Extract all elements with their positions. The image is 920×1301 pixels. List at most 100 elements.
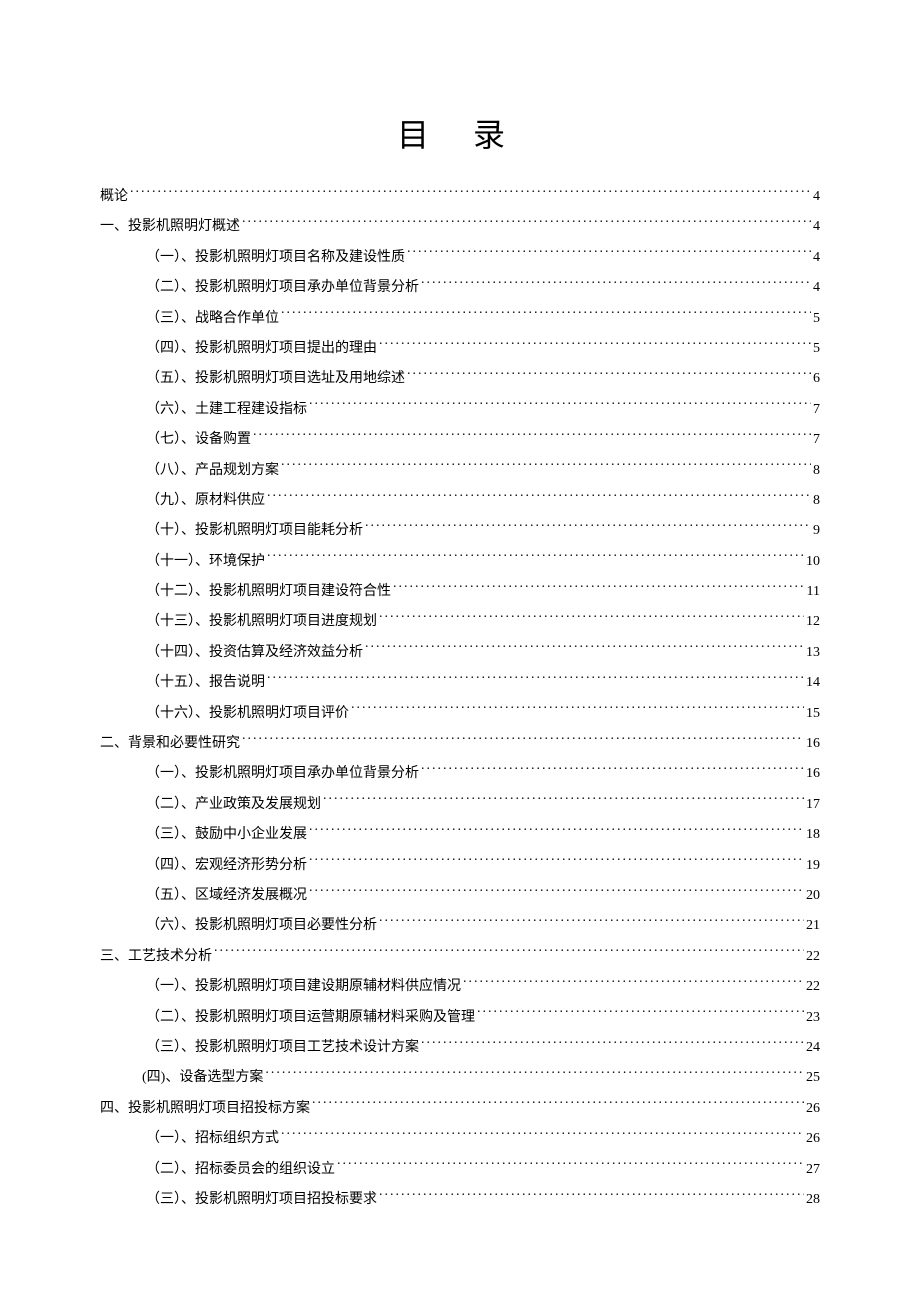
toc-dots-leader: [379, 338, 811, 352]
toc-dots-leader: [379, 611, 804, 625]
toc-entry: (四)、设备选型方案25: [142, 1067, 820, 1089]
toc-entry-page: 5: [813, 308, 820, 330]
toc-entry-page: 8: [813, 460, 820, 482]
toc-entry: （十五）、报告说明14: [146, 672, 820, 694]
toc-entry: （三）、战略合作单位 5: [146, 308, 820, 330]
toc-entry: （一）、投影机照明灯项目名称及建设性质4: [146, 247, 820, 269]
toc-entry-page: 11: [807, 581, 820, 603]
toc-dots-leader: [421, 277, 811, 291]
toc-entry-label: （十五）、报告说明: [146, 672, 265, 694]
toc-dots-leader: [309, 885, 804, 899]
toc-entry-label: 二、背景和必要性研究: [100, 733, 240, 755]
toc-dots-leader: [351, 703, 804, 717]
toc-dots-leader: [242, 216, 811, 230]
toc-entry: （二）、产业政策及发展规划 17: [146, 794, 820, 816]
toc-entry-page: 4: [813, 277, 820, 299]
toc-dots-leader: [323, 794, 804, 808]
toc-entry: 四、投影机照明灯项目招投标方案26: [100, 1098, 820, 1120]
toc-entry-label: 三、工艺技术分析: [100, 946, 212, 968]
toc-entry-page: 27: [806, 1159, 820, 1181]
toc-dots-leader: [265, 1067, 804, 1081]
toc-entry-label: （五）、投影机照明灯项目选址及用地综述: [146, 368, 405, 390]
toc-entry-label: （六）、土建工程建设指标: [146, 399, 307, 421]
toc-entry-page: 22: [806, 946, 820, 968]
toc-entry: （十二）、投影机照明灯项目建设符合性11: [146, 581, 820, 603]
toc-entry-page: 26: [806, 1098, 820, 1120]
toc-entry-label: （一）、投影机照明灯项目建设期原辅材料供应情况: [146, 976, 461, 998]
toc-dots-leader: [379, 915, 804, 929]
toc-dots-leader: [337, 1159, 804, 1173]
toc-entry-label: （九）、原材料供应: [146, 490, 265, 512]
toc-dots-leader: [309, 824, 804, 838]
toc-dots-leader: [421, 763, 804, 777]
toc-entry-label: （三）、投影机照明灯项目工艺技术设计方案: [146, 1037, 419, 1059]
toc-entry: （三）、鼓励中小企业发展18: [146, 824, 820, 846]
toc-entry: （九）、原材料供应8: [146, 490, 820, 512]
toc-dots-leader: [267, 490, 811, 504]
toc-dots-leader: [407, 368, 811, 382]
toc-dots-leader: [267, 551, 804, 565]
toc-entry: （四）、投影机照明灯项目提出的理由5: [146, 338, 820, 360]
toc-entry: （七）、设备购置7: [146, 429, 820, 451]
toc-dots-leader: [393, 581, 805, 595]
toc-entry-page: 20: [806, 885, 820, 907]
toc-entry-page: 22: [806, 976, 820, 998]
toc-entry-page: 6: [813, 368, 820, 390]
toc-entry-label: （八）、产品规划方案: [146, 460, 279, 482]
toc-entry: （十）、投影机照明灯项目能耗分析9: [146, 520, 820, 542]
toc-entry-label: （二）、投影机照明灯项目承办单位背景分析: [146, 277, 419, 299]
toc-dots-leader: [365, 642, 804, 656]
toc-entry: （四）、宏观经济形势分析19: [146, 855, 820, 877]
toc-entry-label: （一）、投影机照明灯项目承办单位背景分析: [146, 763, 419, 785]
toc-entry-label: 一、投影机照明灯概述: [100, 216, 240, 238]
toc-dots-leader: [309, 855, 804, 869]
toc-dots-leader: [242, 733, 804, 747]
toc-entry: （十一）、环境保护10: [146, 551, 820, 573]
toc-entry-label: （三）、投影机照明灯项目招投标要求: [146, 1189, 377, 1211]
toc-entry-page: 4: [813, 247, 820, 269]
toc-entry: （十六）、投影机照明灯项目评价 15: [146, 703, 820, 725]
toc-entry-label: （七）、设备购置: [146, 429, 251, 451]
page-title-container: 目 录: [100, 110, 820, 156]
toc-entry: （五）、投影机照明灯项目选址及用地综述 6: [146, 368, 820, 390]
toc-entry: （一）、投影机照明灯项目建设期原辅材料供应情况 22: [146, 976, 820, 998]
toc-entry-label: （十三）、投影机照明灯项目进度规划: [146, 611, 377, 633]
toc-entry-label: （三）、鼓励中小企业发展: [146, 824, 307, 846]
toc-dots-leader: [421, 1037, 804, 1051]
toc-entry-page: 19: [806, 855, 820, 877]
toc-entry-label: （十四）、投资估算及经济效益分析: [146, 642, 363, 664]
toc-entry-page: 9: [813, 520, 820, 542]
toc-dots-leader: [407, 247, 811, 261]
toc-entry-page: 17: [806, 794, 820, 816]
toc-entry-page: 25: [806, 1067, 820, 1089]
toc-entry-page: 10: [806, 551, 820, 573]
toc-entry: （二）、招标委员会的组织设立 27: [146, 1159, 820, 1181]
toc-dots-leader: [214, 946, 804, 960]
toc-entry-label: （十六）、投影机照明灯项目评价: [146, 703, 349, 725]
toc-entry-page: 15: [806, 703, 820, 725]
toc-dots-leader: [379, 1189, 804, 1203]
toc-entry-page: 4: [813, 216, 820, 238]
toc-entry: 三、工艺技术分析 22: [100, 946, 820, 968]
toc-entry-label: （二）、产业政策及发展规划: [146, 794, 321, 816]
toc-entry: （二）、投影机照明灯项目运营期原辅材料采购及管理23: [146, 1007, 820, 1029]
toc-entry: （六）、投影机照明灯项目必要性分析21: [146, 915, 820, 937]
toc-entry: （一）、投影机照明灯项目承办单位背景分析16: [146, 763, 820, 785]
toc-dots-leader: [281, 308, 811, 322]
toc-entry-label: 概论: [100, 186, 128, 208]
toc-entry-page: 24: [806, 1037, 820, 1059]
toc-entry: （十三）、投影机照明灯项目进度规划12: [146, 611, 820, 633]
toc-dots-leader: [312, 1098, 804, 1112]
toc-entry-page: 28: [806, 1189, 820, 1211]
toc-entry-label: （四）、投影机照明灯项目提出的理由: [146, 338, 377, 360]
toc-entry: 概论4: [100, 186, 820, 208]
toc-dots-leader: [130, 186, 811, 200]
toc-entry-label: （三）、战略合作单位: [146, 308, 279, 330]
toc-dots-leader: [267, 672, 804, 686]
toc-entry-label: （二）、招标委员会的组织设立: [146, 1159, 335, 1181]
toc-entry: （十四）、投资估算及经济效益分析13: [146, 642, 820, 664]
toc-dots-leader: [281, 1128, 804, 1142]
toc-entry: （五）、区域经济发展概况20: [146, 885, 820, 907]
toc-entry: 一、投影机照明灯概述 4: [100, 216, 820, 238]
toc-dots-leader: [281, 460, 811, 474]
